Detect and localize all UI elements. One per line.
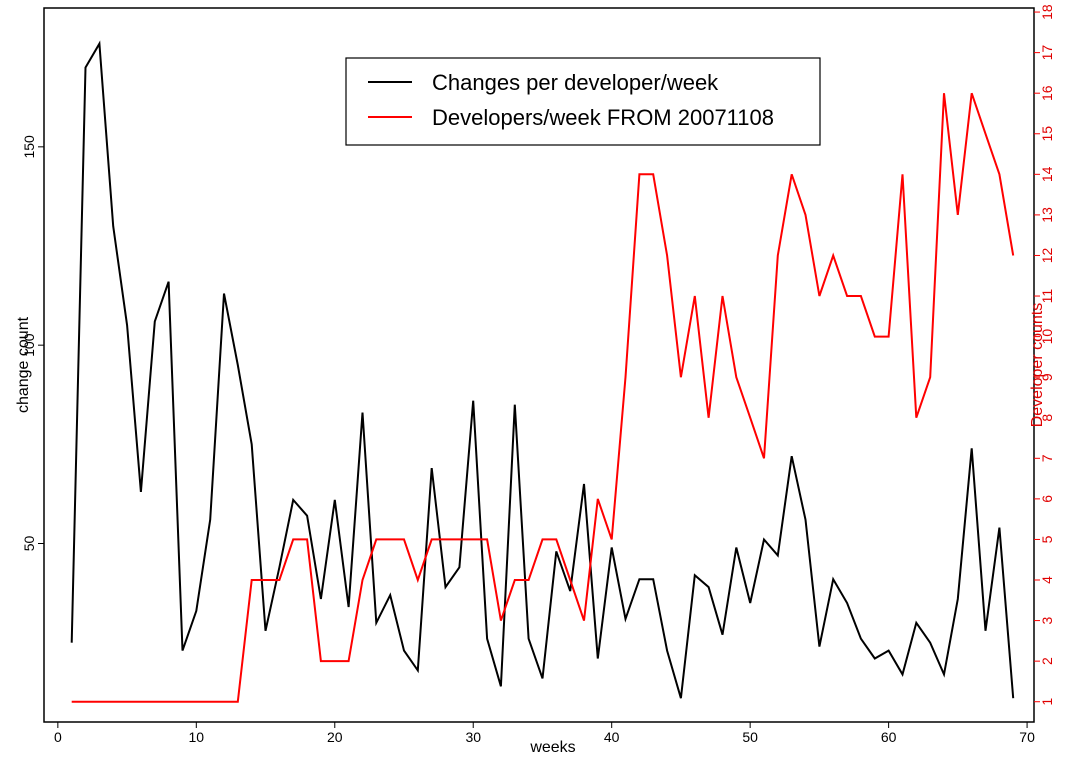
- x-tick-label: 60: [881, 729, 897, 745]
- legend: Changes per developer/week Developers/we…: [345, 57, 821, 146]
- x-tick-label: 30: [465, 729, 481, 745]
- y2-tick-label: 15: [1039, 126, 1055, 142]
- x-axis: 0 10 20 30 40 50 60 70: [54, 722, 1035, 745]
- y-axis-title: change count: [15, 316, 32, 413]
- y2-axis-title: Developer counts: [1029, 303, 1046, 428]
- x-tick-label: 20: [327, 729, 343, 745]
- y-tick-label: 100: [21, 333, 37, 357]
- y2-tick-label: 6: [1039, 495, 1055, 503]
- y-tick-label: 50: [21, 536, 37, 552]
- y2-tick-label: 7: [1039, 454, 1055, 462]
- x-axis-title: weeks: [529, 739, 575, 756]
- x-tick-label: 40: [604, 729, 620, 745]
- y2-tick-label: 16: [1039, 85, 1055, 101]
- x-tick-label: 0: [54, 729, 62, 745]
- y2-tick-label: 4: [1039, 576, 1055, 584]
- y2-tick-label: 5: [1039, 535, 1055, 543]
- y2-tick-label: 18: [1039, 4, 1055, 20]
- plot-frame: [43, 7, 1035, 723]
- series-layer: [70, 40, 1015, 703]
- y2-tick-label: 10: [1039, 329, 1055, 345]
- y-tick-label: 150: [21, 135, 37, 159]
- y-axis-left: 50 100 150: [21, 135, 44, 551]
- y2-tick-label: 3: [1039, 616, 1055, 624]
- legend-label-developers: Developers/week FROM 20071108: [432, 105, 774, 130]
- y2-tick-label: 12: [1039, 247, 1055, 263]
- x-tick-label: 70: [1019, 729, 1035, 745]
- y2-tick-label: 2: [1039, 657, 1055, 665]
- legend-label-changes: Changes per developer/week: [432, 70, 719, 95]
- x-tick-label: 50: [742, 729, 758, 745]
- series-line-changes: [70, 40, 1015, 699]
- y2-tick-label: 14: [1039, 166, 1055, 182]
- legend-box: [345, 57, 821, 146]
- y2-tick-label: 11: [1039, 289, 1055, 304]
- y2-tick-label: 1: [1039, 698, 1055, 706]
- series-line-developers: [71, 92, 1015, 703]
- y2-tick-label: 8: [1039, 414, 1055, 422]
- y2-tick-label: 13: [1039, 207, 1055, 223]
- y2-tick-label: 17: [1039, 45, 1055, 61]
- x-tick-label: 10: [189, 729, 205, 745]
- y2-tick-label: 9: [1039, 373, 1055, 381]
